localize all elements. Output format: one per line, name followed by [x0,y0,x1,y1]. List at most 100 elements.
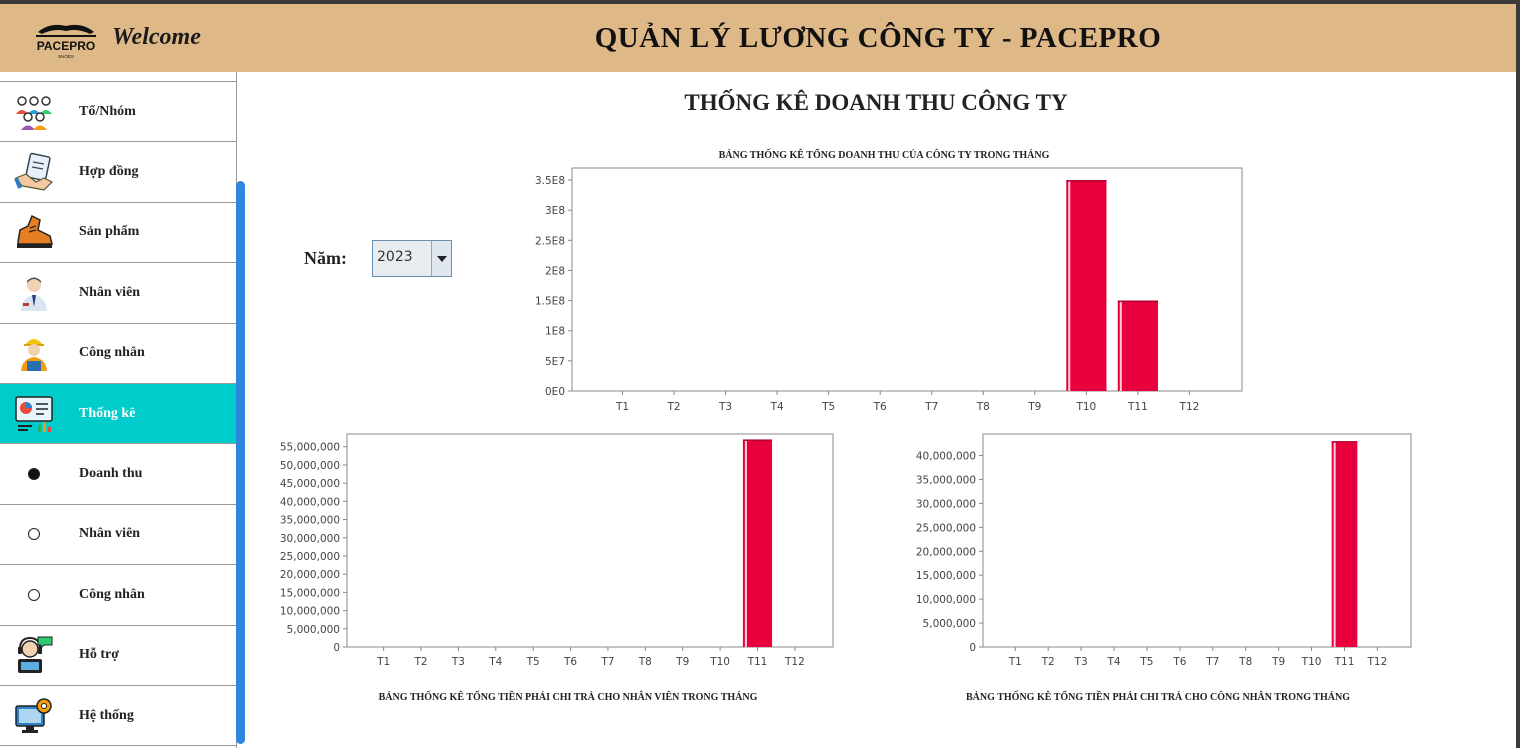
bar-T10 [1066,180,1107,391]
x-tick-label: T6 [1172,656,1186,668]
y-tick-label: 5,000,000 [287,624,340,636]
handshake-contract-icon [14,152,54,192]
year-select-value: 2023 [377,249,413,265]
y-tick-label: 2E8 [545,265,565,277]
sidebar-item-contract[interactable]: Hợp đồng [0,142,236,203]
bar-T11 [1331,441,1358,647]
sidebar-item-label: Nhân viên [79,284,141,300]
x-tick-label: T7 [600,656,614,668]
support-icon [14,635,54,675]
chevron-down-icon[interactable] [431,241,451,276]
year-select[interactable]: 2023 [372,240,452,277]
chart-title: BẢNG THỐNG KÊ TỔNG TIỀN PHẢI CHI TRẢ CHO… [379,690,758,703]
y-tick-label: 15,000,000 [280,587,340,599]
x-tick-label: T8 [976,401,990,413]
x-tick-label: T2 [666,401,680,413]
x-tick-label: T11 [1127,401,1148,413]
app-window: PACEPRO SHOES Welcome QUẢN LÝ LƯƠNG CÔNG… [0,4,1516,748]
sidebar-item-label: Hỗ trợ [79,647,120,663]
x-tick-label: T1 [376,656,390,668]
y-tick-label: 45,000,000 [280,478,340,490]
x-tick-label: T12 [784,656,805,668]
sidebar-item-label: Sản phẩm [79,224,140,240]
year-label: Năm: [304,248,347,268]
sidebar-item-employee[interactable]: Nhân viên [0,263,236,324]
revenue-chart: BẢNG THỐNG KÊ TỔNG DOANH THU CỦA CÔNG TY… [506,146,1243,426]
y-tick-label: 2.5E8 [535,235,565,247]
x-tick-label: T2 [1041,656,1055,668]
x-tick-label: T1 [1008,656,1022,668]
bar-top-edge [1066,180,1107,182]
y-tick-label: 35,000,000 [280,515,340,527]
y-tick-label: 35,000,000 [916,474,976,486]
logo-text: PACEPRO [37,39,95,53]
x-tick-label: T10 [709,656,730,668]
pacepro-logo: PACEPRO SHOES [36,24,96,59]
app-title: QUẢN LÝ LƯƠNG CÔNG TY - PACEPRO [594,21,1162,54]
x-tick-label: T7 [924,401,938,413]
worker-pay-chart: BẢNG THỐNG KÊ TỔNG TIỀN PHẢI CHI TRẢ CHO… [876,432,1416,722]
sidebar-item-label: Công nhân [79,586,145,602]
sidebar-item-team[interactable]: Tổ/Nhóm [0,82,236,143]
x-tick-label: T12 [1179,401,1200,413]
y-tick-label: 15,000,000 [916,570,976,582]
sidebar-item-system[interactable]: Hệ thống [0,685,236,747]
y-tick-label: 20,000,000 [280,569,340,581]
sidebar-subitem-worker[interactable]: Công nhân [0,565,236,626]
main-panel: THỐNG KÊ DOANH THU CÔNG TY Năm: 2023 BẢN… [246,72,1516,748]
y-tick-label: 1E8 [545,326,565,338]
y-tick-label: 0 [333,642,340,654]
sidebar-item-support[interactable]: Hỗ trợ [0,625,236,686]
sidebar-item-worker[interactable]: Công nhân [0,323,236,384]
x-tick-label: T5 [526,656,540,668]
y-tick-label: 25,000,000 [916,522,976,534]
x-tick-label: T6 [873,401,887,413]
revenue-chart-svg: BẢNG THỐNG KÊ TỔNG DOANH THU CỦA CÔNG TY… [535,148,1243,413]
x-tick-label: T9 [1271,656,1285,668]
x-tick-label: T1 [615,401,629,413]
y-tick-label: 40,000,000 [280,496,340,508]
x-tick-label: T11 [1334,656,1355,668]
y-tick-label: 3.5E8 [535,175,565,187]
y-tick-label: 0E0 [545,386,565,398]
sidebar-subitem-employee[interactable]: Nhân viên [0,504,236,566]
y-tick-label: 5,000,000 [923,618,976,630]
x-tick-label: T12 [1367,656,1388,668]
y-tick-label: 20,000,000 [916,546,976,558]
y-tick-label: 10,000,000 [916,594,976,606]
logo-subtext: SHOES [58,54,74,59]
bar-top-edge [742,439,773,441]
x-tick-label: T4 [488,656,502,668]
bar-highlight [744,439,747,647]
radio-selected-icon[interactable] [14,454,54,494]
employee-pay-chart-svg: BẢNG THỐNG KÊ TỔNG TIỀN PHẢI CHI TRẢ CHO… [280,433,834,703]
x-tick-label: T6 [563,656,577,668]
sidebar-subitem-revenue[interactable]: Doanh thu [0,444,236,505]
x-tick-label: T3 [1074,656,1088,668]
x-tick-label: T9 [1027,401,1041,413]
chart-title: BẢNG THỐNG KÊ TỔNG TIỀN PHẢI CHI TRẢ CHO… [966,690,1350,703]
team-icon [14,92,54,132]
radio-unselected-icon[interactable] [14,514,54,554]
sidebar-item-product[interactable]: Sản phẩm [0,202,236,264]
y-tick-label: 5E7 [545,356,565,368]
x-tick-label: T3 [451,656,465,668]
y-tick-label: 30,000,000 [280,533,340,545]
sidebar-scrollbar[interactable] [236,181,245,744]
x-tick-label: T10 [1301,656,1322,668]
top-header: PACEPRO SHOES Welcome QUẢN LÝ LƯƠNG CÔNG… [0,4,1516,72]
y-tick-label: 1.5E8 [535,296,565,308]
y-tick-label: 50,000,000 [280,460,340,472]
sidebar-item-label: Thống kê [79,405,136,421]
sidebar-item-label: Hệ thống [79,707,134,723]
logo-area: PACEPRO SHOES Welcome [0,4,240,72]
sidebar: Tổ/Nhóm Hợp đồng [0,72,237,748]
x-tick-label: T5 [1139,656,1153,668]
bar-highlight [1119,300,1122,391]
bar-top-edge [1117,300,1158,303]
sidebar-item-statistics[interactable]: Thống kê [0,383,236,445]
bar-top-edge [1331,441,1358,443]
bar-highlight [1333,441,1336,647]
employee-icon [14,273,54,313]
radio-unselected-icon[interactable] [14,575,54,615]
